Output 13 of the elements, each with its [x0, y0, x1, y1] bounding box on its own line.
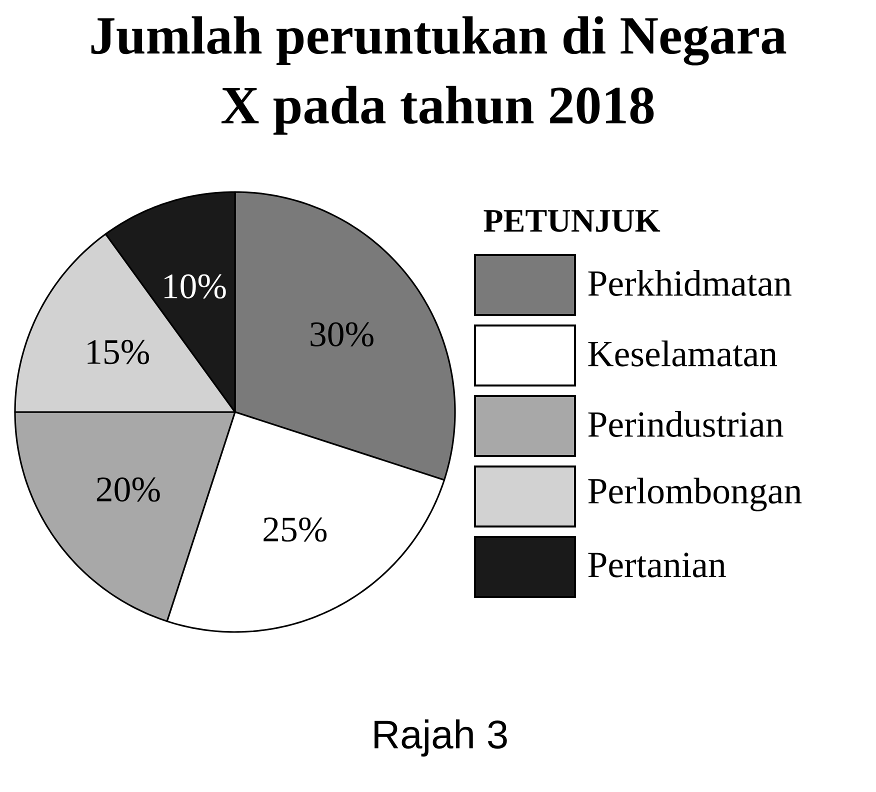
legend-title: PETUNJUK	[484, 210, 660, 232]
data-label: 15%	[88, 340, 150, 364]
chart-title: Jumlah peruntukan di Negara X pada tahun 2018	[91, 16, 786, 135]
text: Rajah 3	[374, 719, 507, 757]
data-label: 25%	[264, 517, 327, 542]
data-label: 30%	[310, 322, 374, 347]
legend-label: Perkhidmatan	[588, 270, 792, 296]
legend-label: Keselamatan	[588, 340, 778, 366]
data-label: 20%	[96, 477, 160, 502]
data-label: 10%	[164, 274, 226, 299]
legend-label: Pertanian	[588, 552, 726, 578]
legend-label: Perlombongan	[588, 478, 802, 512]
legend-label: Perindustrian	[588, 411, 784, 437]
